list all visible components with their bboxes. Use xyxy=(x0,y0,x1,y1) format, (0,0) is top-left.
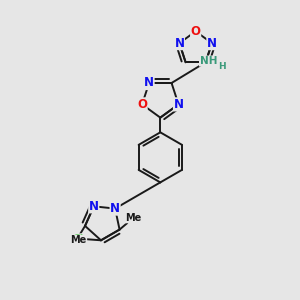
Text: N: N xyxy=(110,202,120,215)
Text: O: O xyxy=(137,98,147,111)
Text: H: H xyxy=(218,62,226,71)
Text: Cl: Cl xyxy=(73,234,84,244)
Text: N: N xyxy=(173,98,184,111)
Text: N: N xyxy=(89,200,99,213)
Text: NH: NH xyxy=(200,56,217,66)
Text: Me: Me xyxy=(70,235,87,245)
Text: N: N xyxy=(174,37,184,50)
Text: N: N xyxy=(144,76,154,89)
Text: N: N xyxy=(207,37,217,50)
Text: O: O xyxy=(190,25,201,38)
Text: Me: Me xyxy=(125,213,141,223)
